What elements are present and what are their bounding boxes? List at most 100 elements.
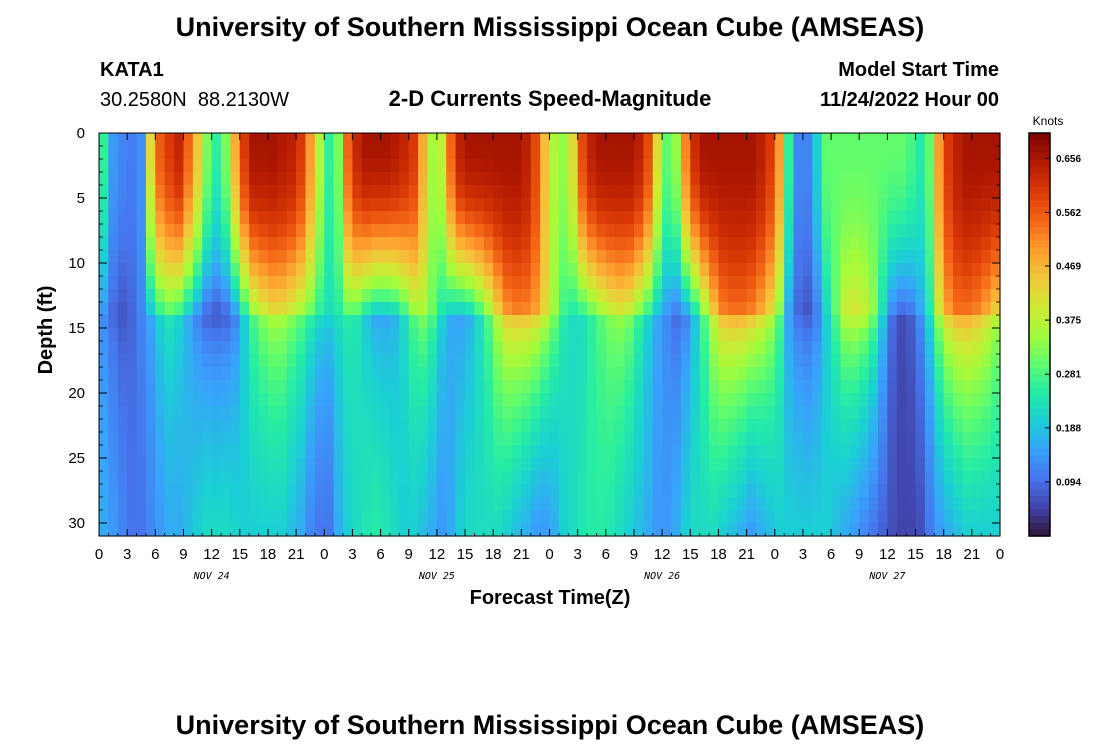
heatmap-cell — [371, 133, 382, 147]
heatmap-cell — [155, 445, 166, 459]
x-tick-label: 0 — [996, 546, 1004, 563]
heatmap-cell — [784, 432, 795, 446]
heatmap-cell — [333, 315, 344, 329]
heatmap-cell — [587, 276, 598, 290]
heatmap-cell — [343, 419, 354, 433]
heatmap-cell — [174, 237, 185, 251]
heatmap-cell — [352, 237, 363, 251]
heatmap-cell — [971, 406, 982, 420]
heatmap-cell — [296, 393, 307, 407]
heatmap-cell — [755, 133, 766, 147]
heatmap-cell — [371, 146, 382, 160]
heatmap-cell — [577, 328, 588, 342]
heatmap-cell — [633, 185, 644, 199]
heatmap-cell — [117, 263, 128, 277]
heatmap-cell — [943, 315, 954, 329]
heatmap-cell — [831, 406, 842, 420]
heatmap-cell — [174, 328, 185, 342]
heatmap-cell — [352, 211, 363, 225]
plot-title: 2-D Currents Speed-Magnitude — [389, 86, 712, 111]
heatmap-cell — [840, 458, 851, 472]
heatmap-cell — [802, 380, 813, 394]
heatmap-cell — [746, 159, 757, 173]
heatmap-cell — [380, 146, 391, 160]
heatmap-cell — [286, 458, 297, 472]
heatmap-cell — [361, 185, 372, 199]
heatmap-cell — [418, 237, 429, 251]
heatmap-cell — [117, 159, 128, 173]
colorbar-tick-label: 0.656 — [1056, 154, 1081, 165]
heatmap-cell — [361, 289, 372, 303]
heatmap-cell — [380, 250, 391, 264]
heatmap-cell — [718, 159, 729, 173]
heatmap-cell — [906, 510, 917, 524]
heatmap-cell — [286, 341, 297, 355]
heatmap-cell — [868, 471, 879, 485]
heatmap-cell — [361, 510, 372, 524]
heatmap-cell — [709, 523, 720, 537]
colorbar-segment — [1029, 267, 1050, 275]
heatmap-cell — [164, 211, 175, 225]
heatmap-cell — [399, 523, 410, 537]
heatmap-cell — [361, 380, 372, 394]
heatmap-cell — [380, 224, 391, 238]
heatmap-cell — [474, 250, 485, 264]
heatmap-cell — [765, 198, 776, 212]
heatmap-cell — [802, 263, 813, 277]
heatmap-cell — [399, 354, 410, 368]
heatmap-cell — [746, 302, 757, 316]
heatmap-cell — [192, 523, 203, 537]
heatmap-cell — [305, 471, 316, 485]
heatmap-cell — [371, 237, 382, 251]
heatmap-cell — [727, 315, 738, 329]
heatmap-cell — [249, 289, 260, 303]
heatmap-cell — [540, 315, 551, 329]
heatmap-cell — [746, 263, 757, 277]
heatmap-cell — [361, 367, 372, 381]
heatmap-cell — [145, 133, 156, 147]
heatmap-cell — [267, 302, 278, 316]
heatmap-cell — [380, 393, 391, 407]
heatmap-cell — [286, 315, 297, 329]
heatmap-cell — [267, 380, 278, 394]
heatmap-cell — [915, 393, 926, 407]
heatmap-cell — [934, 471, 945, 485]
heatmap-cell — [615, 419, 626, 433]
heatmap-cell — [174, 211, 185, 225]
heatmap-cell — [915, 445, 926, 459]
heatmap-cell — [934, 302, 945, 316]
heatmap-cell — [709, 328, 720, 342]
heatmap-cell — [361, 263, 372, 277]
heatmap-cell — [258, 458, 269, 472]
heatmap-cell — [389, 458, 400, 472]
heatmap-cell — [765, 341, 776, 355]
heatmap-cell — [690, 393, 701, 407]
heatmap-cell — [652, 211, 663, 225]
heatmap-cell — [821, 250, 832, 264]
heatmap-cell — [174, 315, 185, 329]
heatmap-cell — [221, 484, 231, 498]
heatmap-cell — [680, 198, 691, 212]
heatmap-cell — [718, 263, 729, 277]
heatmap-cell — [605, 172, 616, 186]
heatmap-cell — [802, 224, 813, 238]
heatmap-cell — [446, 380, 457, 394]
heatmap-cell — [924, 471, 935, 485]
heatmap-cell — [502, 211, 513, 225]
heatmap-cell — [924, 185, 935, 199]
heatmap-cell — [530, 302, 541, 316]
heatmap-cell — [511, 510, 522, 524]
heatmap-cell — [887, 146, 898, 160]
heatmap-cell — [840, 523, 851, 537]
heatmap-cell — [174, 432, 185, 446]
heatmap-cell — [455, 250, 466, 264]
heatmap-cell — [671, 133, 682, 147]
heatmap-cell — [408, 315, 419, 329]
heatmap-cell — [924, 432, 935, 446]
heatmap-cell — [699, 497, 710, 511]
heatmap-cell — [633, 315, 644, 329]
heatmap-cell — [624, 497, 635, 511]
heatmap-cell — [389, 471, 400, 485]
heatmap-cell — [211, 393, 222, 407]
heatmap-cell — [587, 406, 598, 420]
